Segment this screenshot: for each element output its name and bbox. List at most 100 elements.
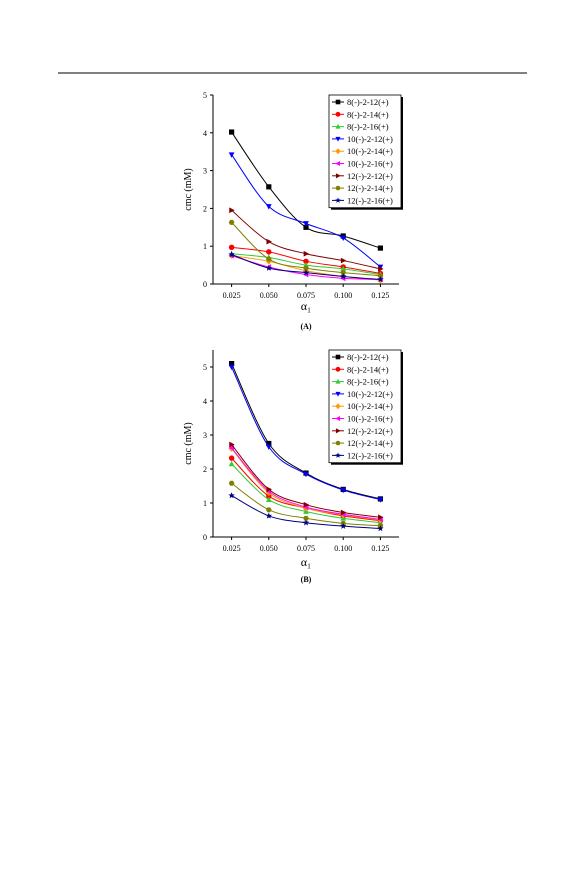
data-point: [265, 507, 272, 513]
y-tick-label: 1: [203, 242, 207, 251]
data-point: [265, 204, 272, 210]
legend-label: 10(-)-2-12(+): [347, 134, 393, 144]
legend-label: 12(-)-2-16(+): [347, 195, 393, 205]
legend-label: 8(-)-2-12(+): [347, 352, 389, 362]
y-tick-label: 3: [203, 431, 207, 440]
data-point: [228, 244, 235, 251]
y-tick-label: 3: [203, 167, 207, 176]
legend-label: 12(-)-2-14(+): [347, 183, 393, 193]
data-point: [228, 152, 235, 158]
y-axis-label: cmc (mM): [183, 168, 194, 211]
figure-caption: (A): [300, 322, 311, 331]
legend-label: 8(-)-2-16(+): [347, 377, 389, 387]
legend-marker: [335, 99, 341, 105]
x-tick-label: 0.125: [371, 291, 389, 300]
data-point: [266, 486, 272, 493]
legend-marker: [335, 136, 341, 142]
y-tick-label: 1: [203, 499, 207, 508]
data-point: [228, 492, 235, 499]
data-point: [266, 184, 272, 190]
legend-marker: [335, 111, 341, 117]
legend-marker: [335, 440, 341, 446]
legend-marker: [335, 197, 341, 203]
data-point: [377, 525, 384, 532]
data-point: [303, 258, 309, 265]
data-point: [303, 221, 309, 227]
y-tick-label: 2: [203, 204, 207, 213]
y-tick-label: 4: [203, 129, 207, 138]
data-point: [228, 364, 235, 371]
x-axis-label: α₁: [301, 299, 311, 313]
data-point: [378, 266, 384, 272]
y-tick-label: 5: [203, 91, 207, 100]
y-tick-label: 5: [203, 363, 207, 372]
legend-label: 8(-)-2-14(+): [347, 364, 389, 374]
y-tick-label: 0: [203, 533, 207, 542]
y-tick-label: 4: [203, 397, 207, 406]
legend-marker: [335, 366, 341, 372]
legend-label: 12(-)-2-12(+): [347, 171, 393, 181]
legend-label: 10(-)-2-16(+): [347, 414, 393, 424]
legend-marker: [335, 452, 341, 458]
data-point: [340, 509, 347, 516]
legend-marker: [335, 148, 341, 155]
legend-marker: [335, 391, 341, 397]
x-tick-label: 0.125: [371, 544, 389, 553]
data-point: [377, 273, 384, 279]
data-point: [378, 514, 384, 521]
y-tick-label: 2: [203, 465, 207, 474]
data-point: [228, 251, 235, 258]
data-point: [266, 493, 272, 499]
y-axis-label: cmc (mM): [183, 422, 194, 465]
data-point: [339, 522, 347, 529]
data-point: [229, 441, 235, 448]
data-point: [303, 515, 309, 521]
data-point: [303, 224, 309, 230]
x-tick-label: 0.025: [223, 291, 241, 300]
data-point: [302, 519, 310, 526]
data-point: [340, 265, 347, 272]
legend-label: 12(-)-2-12(+): [347, 426, 393, 436]
data-point: [340, 270, 347, 276]
x-axis-label: α₁: [301, 555, 311, 569]
x-tick-label: 0.025: [223, 544, 241, 553]
data-point: [265, 512, 273, 519]
legend-label: 10(-)-2-16(+): [347, 159, 393, 169]
data-point: [340, 257, 347, 264]
legend-label: 10(-)-2-14(+): [347, 401, 393, 411]
data-point: [265, 256, 272, 262]
data-point: [266, 238, 272, 245]
data-point: [377, 245, 383, 251]
legend-label: 8(-)-2-16(+): [347, 122, 389, 132]
data-point: [377, 276, 384, 283]
legend-label: 8(-)-2-14(+): [347, 109, 389, 119]
data-point: [228, 455, 235, 461]
data-point: [265, 444, 272, 451]
data-point: [228, 219, 235, 225]
data-point: [303, 250, 310, 257]
data-point: [303, 265, 309, 271]
legend-label: 10(-)-2-12(+): [347, 389, 393, 399]
x-tick-label: 0.050: [260, 291, 278, 300]
legend-marker: [335, 428, 341, 434]
data-point: [228, 460, 235, 467]
x-tick-label: 0.075: [297, 544, 315, 553]
data-point: [302, 269, 310, 276]
x-tick-label: 0.050: [260, 544, 278, 553]
legend-marker: [335, 123, 341, 129]
data-point: [340, 235, 347, 241]
legend-marker: [335, 378, 341, 384]
legend-label: 12(-)-2-16(+): [347, 450, 393, 460]
data-point: [340, 487, 347, 494]
x-tick-label: 0.100: [334, 544, 352, 553]
legend-label: 8(-)-2-12(+): [347, 97, 389, 107]
data-point: [303, 471, 309, 478]
data-point: [265, 264, 273, 271]
data-point: [339, 273, 347, 280]
legend-marker: [335, 173, 341, 179]
figure-caption: (B): [301, 575, 312, 584]
legend-marker: [335, 185, 341, 191]
legend-label: 10(-)-2-14(+): [347, 146, 393, 156]
data-point: [229, 129, 235, 135]
